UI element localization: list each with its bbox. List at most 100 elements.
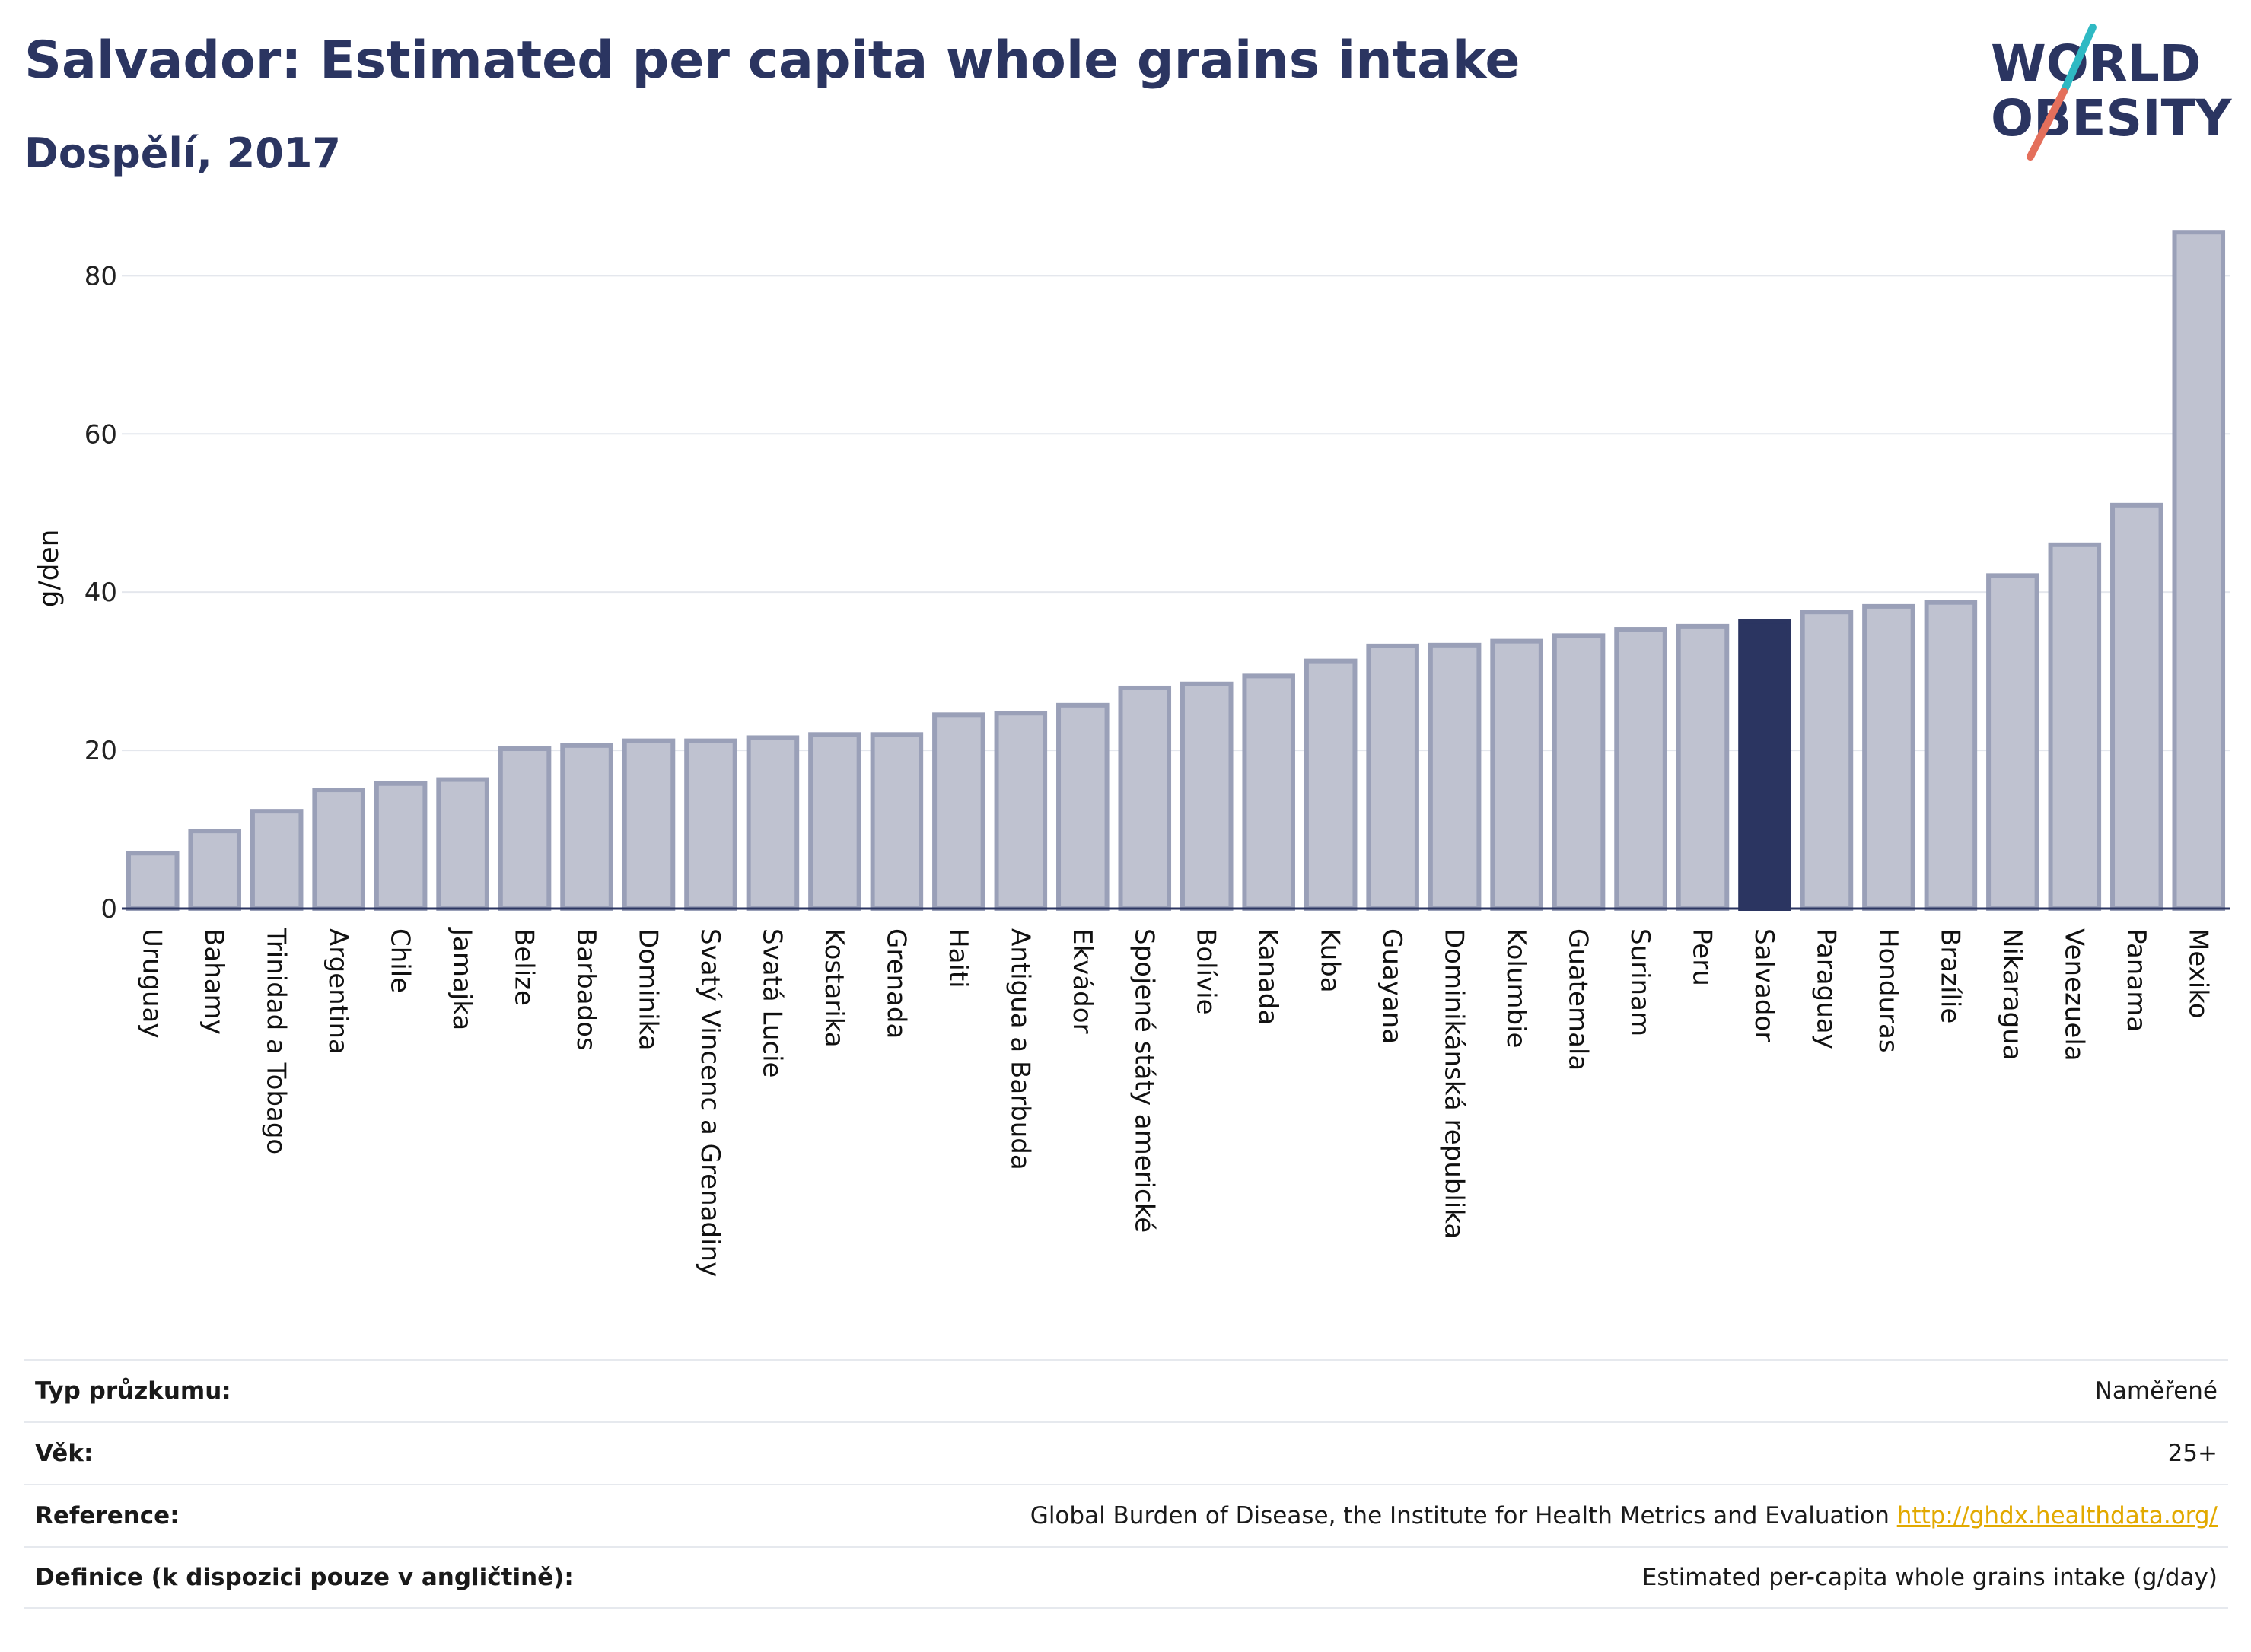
meta-label: Reference: [35, 1502, 180, 1529]
x-tick-label: Uruguay [137, 928, 167, 1039]
y-axis-ticks: 0 20 40 60 80 [84, 261, 117, 925]
x-tick-label: Brazílie [1934, 928, 1965, 1023]
bar-31[interactable] [1986, 573, 2039, 912]
x-tick-label: Dominikánská republika [1439, 928, 1469, 1239]
x-tick-label: Panama [2121, 928, 2151, 1032]
meta-row-reference: Reference: Global Burden of Disease, the… [24, 1484, 2228, 1546]
bar-14[interactable] [932, 712, 985, 912]
meta-label: Věk: [35, 1440, 94, 1467]
bar-20[interactable] [1304, 658, 1358, 912]
x-tick-label: Surinam [1625, 928, 1655, 1036]
meta-label: Definice (k dispozici pouze v angličtině… [35, 1564, 574, 1591]
bar-32[interactable] [2048, 542, 2102, 911]
bar-8[interactable] [560, 743, 613, 912]
x-tick-label: Argentina [323, 928, 353, 1055]
x-axis-labels: Uruguay Bahamy Trinidad a Tobago Argentina C… [137, 927, 2214, 1277]
logo-word-obesity: OBESITY [1991, 89, 2233, 148]
bar-1[interactable] [126, 851, 180, 911]
x-tick-label: Kanada [1253, 928, 1283, 1025]
x-tick-label: Bolívie [1191, 928, 1221, 1015]
meta-row-age: Věk: 25+ [24, 1421, 2228, 1484]
y-tick-label: 80 [84, 261, 117, 291]
x-tick-label: Kolumbie [1501, 928, 1531, 1048]
x-tick-label: Haiti [943, 928, 973, 988]
x-tick-label: Bahamy [199, 928, 229, 1035]
bar-33[interactable] [2110, 502, 2163, 911]
chart-title: Salvador: Estimated per capita whole gra… [24, 30, 1520, 91]
bar-9[interactable] [622, 738, 676, 911]
bar-6[interactable] [436, 777, 489, 911]
bar-3[interactable] [250, 809, 304, 911]
bar-17[interactable] [1118, 685, 1172, 912]
x-tick-label: Ekvádor [1067, 928, 1097, 1034]
meta-value: Naměřené [2094, 1377, 2218, 1405]
x-tick-label: Barbados [571, 928, 601, 1051]
chart-subtitle: Dospělí, 2017 [24, 129, 341, 177]
y-tick-label: 0 [100, 894, 117, 925]
x-tick-label: Svatá Lucie [756, 928, 787, 1077]
bar-2[interactable] [188, 829, 241, 912]
x-tick-label: Chile [385, 928, 415, 993]
bar-23[interactable] [1490, 638, 1543, 911]
logo-coral-stroke [2027, 88, 2068, 161]
x-tick-label: Kostarika [819, 928, 849, 1048]
bar-19[interactable] [1242, 673, 1295, 912]
x-tick-label: Trinidad a Tobago [261, 928, 291, 1154]
bar-11[interactable] [746, 735, 800, 911]
logo-word-world: WORLD [1991, 34, 2202, 93]
x-tick-label: Antigua a Barbuda [1005, 928, 1035, 1170]
bar-24[interactable] [1552, 633, 1606, 911]
x-tick-label: Guayana [1377, 928, 1407, 1044]
y-tick-label: 20 [84, 736, 117, 766]
bar-15[interactable] [994, 711, 1048, 911]
bars [126, 230, 2226, 912]
x-tick-label: Belize [509, 928, 540, 1006]
x-tick-label: Svatý Vincenc a Grenadiny [695, 928, 725, 1277]
bar-5[interactable] [374, 781, 428, 912]
bar-10[interactable] [684, 738, 737, 911]
meta-label: Typ průzkumu: [35, 1377, 231, 1405]
x-tick-label: Honduras [1873, 928, 1903, 1053]
x-tick-label: Spojené státy americké [1129, 928, 1159, 1233]
bar-22[interactable] [1428, 642, 1482, 912]
x-tick-label: Paraguay [1810, 928, 1841, 1049]
x-tick-label: Guatemala [1563, 928, 1594, 1071]
x-tick-label: Grenada [880, 928, 911, 1039]
y-tick-label: 40 [84, 578, 117, 608]
x-tick-label: Dominika [633, 928, 664, 1050]
bar-12[interactable] [808, 732, 861, 911]
meta-value: Estimated per-capita whole grains intake… [1641, 1564, 2218, 1591]
logo-teal-stroke [2060, 24, 2097, 95]
reference-text: Global Burden of Disease, the Institute … [1030, 1502, 1890, 1529]
bar-18[interactable] [1180, 681, 1234, 911]
bar-29[interactable] [1862, 603, 1915, 911]
bar-28[interactable] [1800, 610, 1854, 912]
x-tick-label: Salvador [1749, 928, 1779, 1042]
y-axis-label: g/den [33, 530, 65, 608]
x-tick-label: Mexiko [2183, 928, 2213, 1019]
x-tick-label: Venezuela [2058, 928, 2089, 1062]
x-tick-label: Jamajka [447, 927, 477, 1030]
bar-chart: 0 20 40 60 80 Uruguay Bahamy Trinidad a Tobago… [33, 230, 2230, 1277]
y-tick-label: 60 [84, 419, 117, 450]
bar-26[interactable] [1676, 623, 1730, 911]
meta-value: 25+ [2167, 1440, 2218, 1467]
bar-7[interactable] [498, 746, 552, 912]
bar-13[interactable] [870, 732, 924, 911]
bar-27[interactable] [1738, 619, 1791, 912]
meta-row-survey-type: Typ průzkumu: Naměřené [24, 1359, 2228, 1421]
metadata-table: Typ průzkumu: Naměřené Věk: 25+ Referenc… [24, 1359, 2228, 1609]
bar-25[interactable] [1614, 627, 1667, 911]
bar-30[interactable] [1924, 600, 1978, 911]
x-tick-label: Kuba [1315, 928, 1345, 993]
x-tick-label: Nikaragua [1997, 928, 2027, 1061]
bar-16[interactable] [1056, 702, 1110, 911]
bar-34[interactable] [2172, 230, 2226, 911]
meta-row-definition: Definice (k dispozici pouze v angličtině… [24, 1546, 2228, 1609]
world-obesity-logo[interactable]: WORLD OBESITY [1979, 21, 2237, 166]
meta-value: Global Burden of Disease, the Institute … [1030, 1502, 2228, 1529]
x-tick-label: Peru [1687, 928, 1718, 986]
bar-4[interactable] [312, 788, 365, 912]
bar-21[interactable] [1366, 643, 1419, 911]
reference-link[interactable]: http://ghdx.healthdata.org/ [1896, 1502, 2218, 1529]
